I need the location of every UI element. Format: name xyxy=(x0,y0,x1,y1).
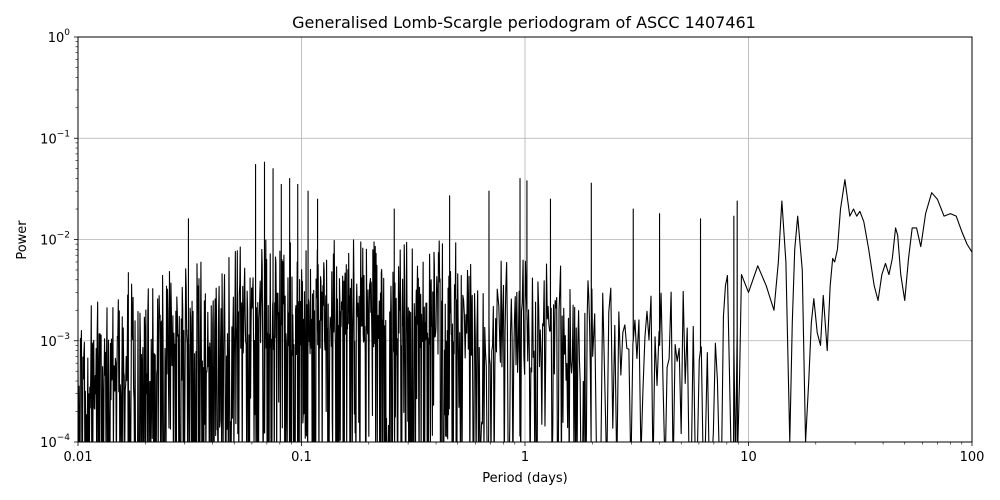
y-tick-label: 100 xyxy=(48,28,71,46)
x-tick-label: 100 xyxy=(960,450,985,465)
y-tick-label: 10−1 xyxy=(40,129,70,147)
y-tick-label: 10−4 xyxy=(40,433,70,451)
y-tick-labels: 10−4 10−3 10−2 10−1 100 xyxy=(40,28,70,451)
power-line xyxy=(78,161,972,442)
x-tick-label: 1 xyxy=(521,450,529,465)
periodogram-series xyxy=(78,161,972,442)
x-tick-label: 10 xyxy=(740,450,757,465)
y-axis-label: Power xyxy=(15,220,30,260)
x-tick-label: 0.1 xyxy=(291,450,312,465)
x-tick-labels: 0.01 0.1 1 10 100 xyxy=(64,450,985,465)
x-tick-label: 0.01 xyxy=(64,450,93,465)
chart-title: Generalised Lomb-Scargle periodogram of … xyxy=(292,13,756,32)
x-axis-label: Period (days) xyxy=(482,471,568,486)
y-tick-label: 10−2 xyxy=(40,231,70,249)
y-tick-label: 10−3 xyxy=(40,332,70,350)
plot-frame xyxy=(77,36,973,443)
major-ticks xyxy=(74,36,973,446)
